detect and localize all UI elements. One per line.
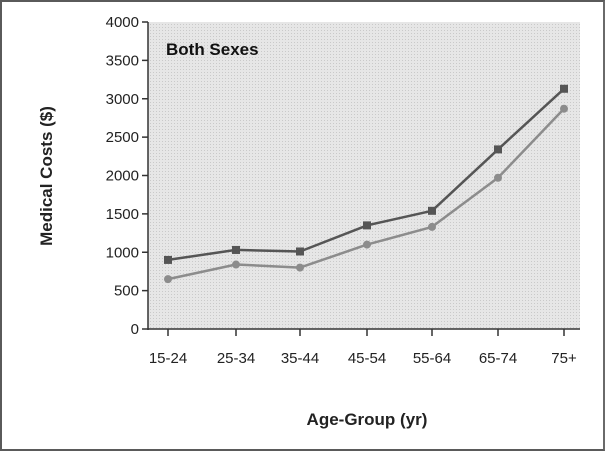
data-point — [164, 255, 172, 264]
series-2 — [164, 104, 568, 284]
x-tick-label: 25-34 — [217, 350, 255, 367]
y-axis-title: Medical Costs ($) — [37, 106, 56, 246]
x-tick-label: 45-54 — [348, 350, 386, 367]
x-tick-label: 15-24 — [149, 350, 187, 367]
y-axis: 0 500 1000 1500 2000 2500 3000 3500 4000 — [106, 14, 149, 338]
x-axis-title: Age-Group (yr) — [307, 410, 428, 429]
data-point — [232, 245, 240, 254]
series-1 — [164, 84, 568, 264]
data-point — [560, 84, 568, 93]
data-point — [232, 260, 240, 269]
data-point — [164, 275, 172, 284]
data-point — [560, 104, 568, 113]
x-tick-label: 55-64 — [413, 350, 451, 367]
y-tick-label: 1500 — [106, 206, 139, 223]
x-tick-label: 65-74 — [479, 350, 517, 367]
data-point — [428, 206, 436, 215]
y-tick-label: 0 — [131, 321, 139, 338]
y-tick-label: 3000 — [106, 91, 139, 108]
y-tick-label: 3500 — [106, 52, 139, 69]
plot-area — [148, 22, 580, 329]
chart-title: Both Sexes — [166, 40, 259, 59]
data-point — [296, 263, 304, 272]
data-point — [494, 173, 502, 182]
y-tick-label: 4000 — [106, 14, 139, 31]
y-tick-label: 500 — [114, 283, 139, 300]
x-axis: 15-24 25-34 35-44 45-54 55-64 65-74 75+ — [148, 328, 580, 367]
data-point — [296, 247, 304, 256]
data-point — [363, 221, 371, 230]
series-layer — [164, 84, 568, 284]
x-tick-label: 75+ — [551, 350, 577, 367]
x-tick-label: 35-44 — [281, 350, 319, 367]
data-point — [363, 240, 371, 249]
y-tick-label: 1000 — [106, 244, 139, 261]
y-tick-label: 2000 — [106, 168, 139, 185]
data-point — [428, 222, 436, 231]
data-point — [494, 145, 502, 154]
y-tick-label: 2500 — [106, 129, 139, 146]
